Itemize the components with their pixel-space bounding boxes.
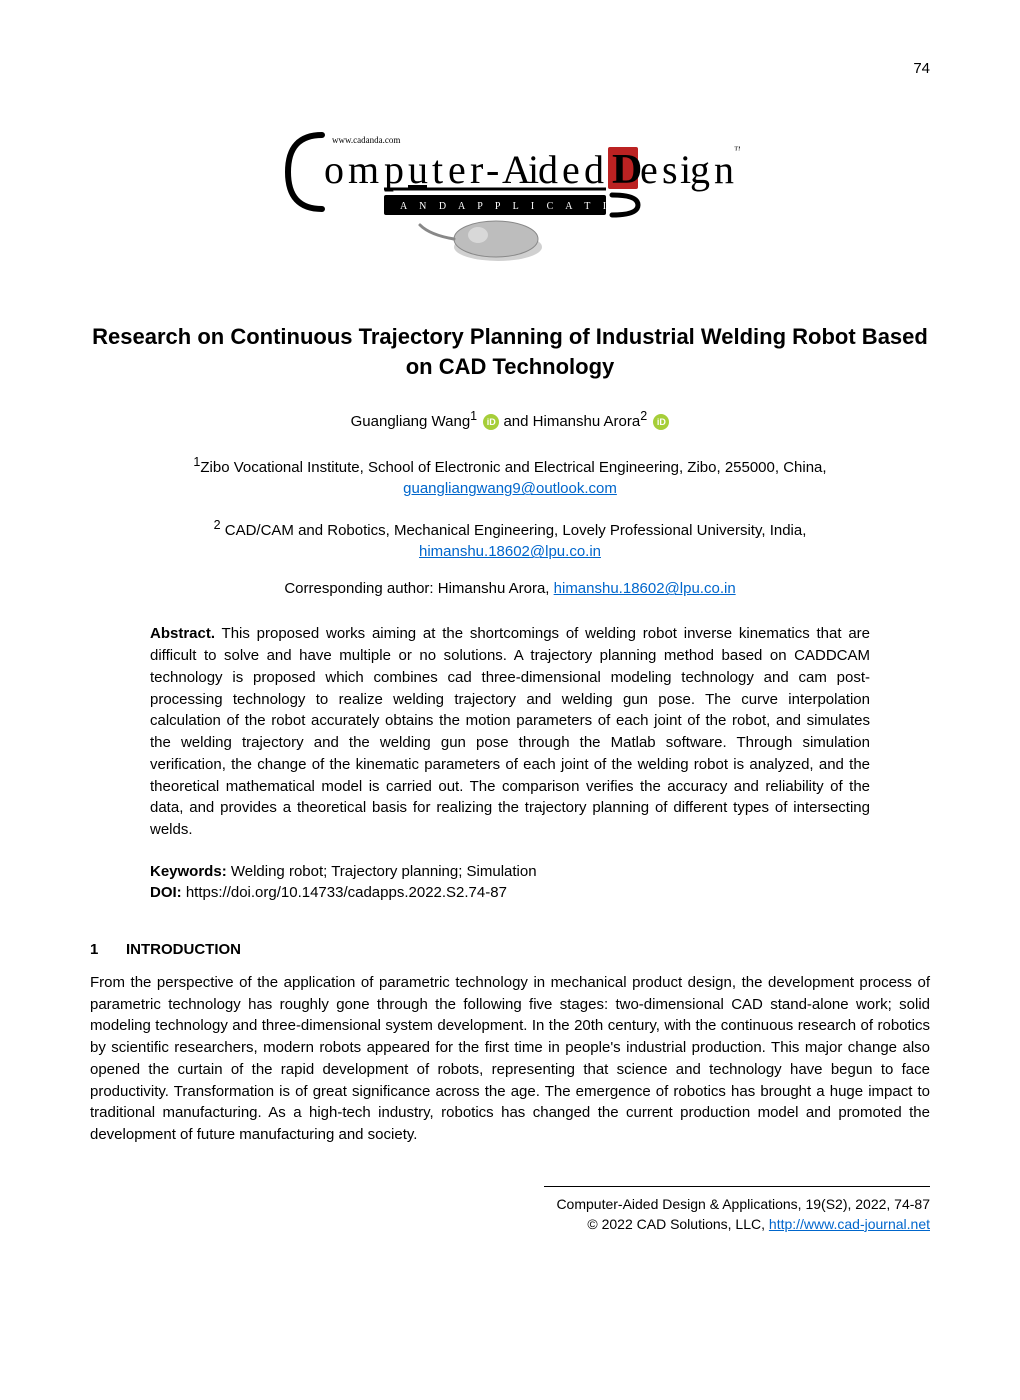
corresponding-author: Corresponding author: Himanshu Arora, hi… xyxy=(90,580,930,597)
corresponding-label: Corresponding author: Himanshu Arora, xyxy=(284,580,553,597)
affiliation-1: 1Zibo Vocational Institute, School of El… xyxy=(90,454,930,499)
svg-text:m: m xyxy=(348,147,379,192)
svg-text:o: o xyxy=(324,147,343,192)
abstract-label: Abstract. xyxy=(150,625,215,642)
doi-text: https://doi.org/10.14733/cadapps.2022.S2… xyxy=(182,884,507,901)
section-1-body: From the perspective of the application … xyxy=(90,972,930,1146)
keywords-block: Keywords: Welding robot; Trajectory plan… xyxy=(150,863,870,880)
svg-text:e: e xyxy=(640,147,657,192)
section-1-number: 1 xyxy=(90,941,126,958)
aff2-email-link[interactable]: himanshu.18602@lpu.co.in xyxy=(419,543,601,560)
doi-label: DOI: xyxy=(150,884,182,901)
aff1-text: Zibo Vocational Institute, School of Ele… xyxy=(200,459,826,476)
svg-text:g: g xyxy=(690,147,710,192)
journal-logo: www.cadanda.com o m p u t e r - A i d e … xyxy=(90,117,930,272)
svg-text:r: r xyxy=(470,147,483,192)
page-number: 74 xyxy=(90,60,930,77)
svg-text:s: s xyxy=(662,147,677,192)
svg-text:A N D A P P L I C A T I O N: A N D A P P L I C A T I O N S xyxy=(400,201,669,212)
authors-and: and xyxy=(503,413,532,430)
author-1-sup: 1 xyxy=(470,409,477,423)
orcid-icon[interactable] xyxy=(483,414,499,430)
footer-journal-link[interactable]: http://www.cad-journal.net xyxy=(769,1216,930,1232)
paper-title: Research on Continuous Trajectory Planni… xyxy=(90,322,930,381)
keywords-label: Keywords: xyxy=(150,863,227,880)
svg-text:-: - xyxy=(486,147,499,192)
aff2-sup: 2 xyxy=(214,518,221,532)
aff2-text: CAD/CAM and Robotics, Mechanical Enginee… xyxy=(221,522,807,539)
svg-text:www.cadanda.com: www.cadanda.com xyxy=(332,135,400,145)
svg-text:t: t xyxy=(432,147,443,192)
logo-svg: www.cadanda.com o m p u t e r - A i d e … xyxy=(280,117,740,267)
author-2-sup: 2 xyxy=(640,409,647,423)
svg-text:A: A xyxy=(502,147,531,192)
affiliation-2: 2 CAD/CAM and Robotics, Mechanical Engin… xyxy=(90,517,930,562)
svg-text:e: e xyxy=(448,147,465,192)
footer-divider xyxy=(544,1186,930,1187)
svg-text:™: ™ xyxy=(734,145,740,156)
footer-citation: Computer-Aided Design & Applications, 19… xyxy=(556,1196,930,1212)
svg-text:u: u xyxy=(408,147,428,192)
author-1-name: Guangliang Wang xyxy=(351,413,471,430)
svg-text:d: d xyxy=(538,147,558,192)
doi-block: DOI: https://doi.org/10.14733/cadapps.20… xyxy=(150,884,870,901)
footer-copyright: © 2022 CAD Solutions, LLC, xyxy=(587,1216,769,1232)
section-1-heading: 1INTRODUCTION xyxy=(90,941,930,958)
abstract-block: Abstract. This proposed works aiming at … xyxy=(150,623,870,841)
abstract-text: This proposed works aiming at the shortc… xyxy=(150,625,870,838)
svg-text:e: e xyxy=(562,147,579,192)
corresponding-email-link[interactable]: himanshu.18602@lpu.co.in xyxy=(554,580,736,597)
svg-text:n: n xyxy=(714,147,734,192)
keywords-text: Welding robot; Trajectory planning; Simu… xyxy=(227,863,537,880)
svg-text:d: d xyxy=(584,147,604,192)
svg-text:D: D xyxy=(612,147,642,193)
page-footer: Computer-Aided Design & Applications, 19… xyxy=(90,1195,930,1234)
authors-line: Guangliang Wang1 and Himanshu Arora2 xyxy=(90,409,930,430)
section-1-title: INTRODUCTION xyxy=(126,941,241,958)
svg-text:p: p xyxy=(384,147,403,192)
aff1-email-link[interactable]: guangliangwang9@outlook.com xyxy=(403,480,617,497)
author-2-name: Himanshu Arora xyxy=(533,413,641,430)
orcid-icon[interactable] xyxy=(653,414,669,430)
